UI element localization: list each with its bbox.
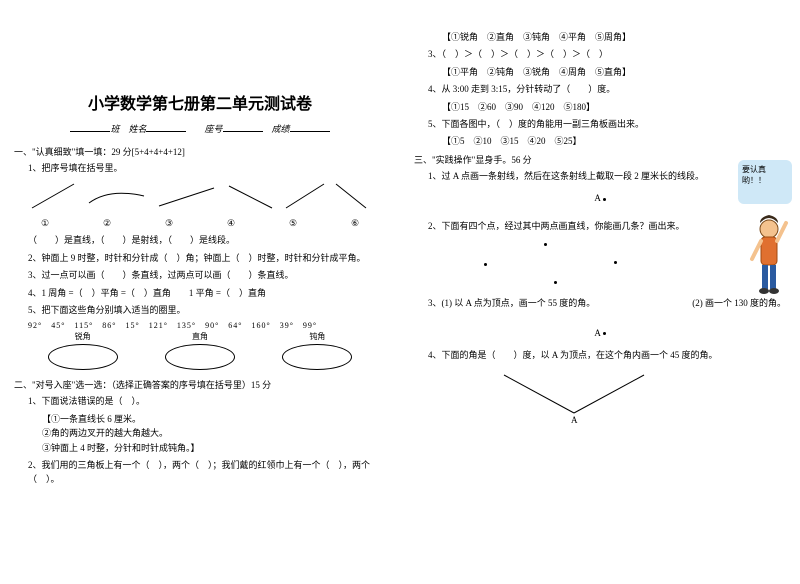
s3q3-row: 3、(1) 以 A 点为顶点，画一个 55 度的角。 (2) 画一个 130 度… — [428, 296, 786, 310]
q5: 5、把下面这些角分别填入适当的圈里。 — [28, 303, 386, 317]
opts5: 【①5 ②10 ③15 ④20 ⑤25】 — [442, 134, 786, 148]
opts2: 【①锐角 ②直角 ③钝角 ④平角 ⑤周角】 — [442, 30, 786, 44]
s2q1: 1、下面说法错误的是（ ）。 — [28, 394, 386, 408]
dot-icon — [554, 281, 557, 284]
point-A2-row: A — [414, 328, 786, 338]
s3q2: 2、下面有四个点，经过其中两点画直线，你能画几条？画出来。 — [428, 219, 786, 233]
point-A-row: A — [414, 193, 786, 203]
oval-right — [165, 344, 235, 370]
form-line: 班 姓名 座号 成绩 — [14, 122, 386, 135]
rq3: 3、（ ）＞（ ）＞（ ）＞（ ）＞（ ） — [428, 47, 786, 61]
dot-icon — [614, 261, 617, 264]
cartoon-person-icon — [748, 215, 790, 305]
number-row: ① ② ③ ④ ⑤ ⑥ — [14, 218, 386, 229]
q1: 1、把序号填在括号里。 — [28, 161, 386, 175]
oval-acute — [48, 344, 118, 370]
dot-icon — [484, 263, 487, 266]
svg-text:A: A — [571, 415, 578, 425]
oval-obtuse — [282, 344, 352, 370]
rq5: 5、下面各图中，（ ）度的角能用一副三角板画出来。 — [428, 117, 786, 131]
dot-icon — [603, 198, 606, 201]
rq4: 4、从 3:00 走到 3:15，分针转动了（ ）度。 — [428, 82, 786, 96]
speech-bubble: 要认真哟！！ — [738, 160, 792, 204]
category-ovals — [24, 344, 376, 370]
line-sketches — [14, 178, 374, 214]
left-page: 小学数学第七册第二单元测试卷 班 姓名 座号 成绩 一、"认真细致"填一填：29… — [0, 0, 400, 584]
s3q4: 4、下面的角是（ ）度，以 A 为顶点，在这个角内画一个 45 度的角。 — [428, 348, 786, 362]
s2q1a: 【①一条直线长 6 厘米。 — [42, 412, 386, 426]
oval-labels: 锐角 直角 钝角 — [24, 331, 376, 342]
dot-icon — [603, 332, 606, 335]
angle-figure: A — [474, 365, 674, 425]
s2q1c: ③钟面上 4 时整，分针和时针成钝角。】 — [42, 441, 386, 455]
q1-blanks: （ ）是直线，（ ）是射线，（ ）是线段。 — [28, 233, 386, 247]
right-page: 【①锐角 ②直角 ③钝角 ④平角 ⑤周角】 3、（ ）＞（ ）＞（ ）＞（ ）＞… — [400, 0, 800, 584]
page-title: 小学数学第七册第二单元测试卷 — [14, 90, 386, 114]
section-2-head: 二、"对号入座"选一选：（选择正确答案的序号填在括号里）15 分 — [14, 378, 386, 391]
opts4: 【①15 ②60 ③90 ④120 ⑤180】 — [442, 100, 786, 114]
q4: 4、1 周角 =（ ）平角 =（ ）直角 1 平角 =（ ）直角 — [28, 286, 386, 300]
s2q2: 2、我们用的三角板上有一个（ ），两个（ ）；我们戴的红领巾上有一个（ ），两个… — [28, 458, 386, 487]
q2: 2、钟面上 9 时整，时针和分针成（ ）角；钟面上（ ）时整，时针和分针成平角。 — [28, 251, 386, 265]
s2q1b: ②角的两边叉开的越大角越大。 — [42, 426, 386, 440]
section-3-head: 三、"实践操作"显身手。56 分 — [414, 153, 786, 166]
section-1-head: 一、"认真细致"填一填：29 分[5+4+4+4+12] — [14, 145, 386, 158]
angle-degrees: 92° 45° 115° 86° 15° 121° 135° 90° 64° 1… — [28, 320, 386, 331]
four-dots — [454, 237, 786, 293]
q3: 3、过一点可以画（ ）条直线，过两点可以画（ ）条直线。 — [28, 268, 386, 282]
dot-icon — [544, 243, 547, 246]
s3q1: 1、过 A 点画一条射线，然后在这条射线上截取一段 2 厘米长的线段。 — [428, 169, 786, 183]
opts3: 【①平角 ②钝角 ③锐角 ④周角 ⑤直角】 — [442, 65, 786, 79]
